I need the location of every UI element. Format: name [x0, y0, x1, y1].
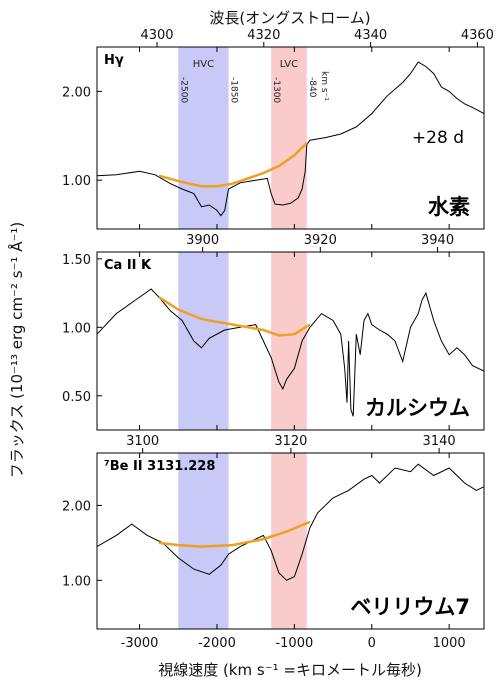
- element-name: ベリリウム7: [350, 595, 470, 619]
- hvc-band: [178, 252, 229, 430]
- y-tick-label: 2.00: [62, 499, 91, 514]
- y-axis-title: フラックス (10⁻¹³ erg cm⁻² s⁻¹ Å⁻¹): [7, 222, 26, 479]
- epoch-label: +28 d: [412, 128, 464, 148]
- x-tick-label: -1000: [275, 636, 313, 651]
- x-tick-label: 0: [368, 636, 376, 651]
- spectrum-line: [97, 61, 484, 217]
- x-tick-label: -3000: [121, 636, 159, 651]
- y-tick-label: 1.00: [62, 574, 91, 589]
- continuum-line: [158, 520, 311, 548]
- panel-frame: [96, 251, 485, 431]
- top-tick-label: 4320: [247, 28, 280, 43]
- continuum-line: [158, 296, 311, 337]
- element-name: 水素: [428, 195, 470, 219]
- panel-2: 3900 3920 3940 0.50 1.00 1.50 Ca II K カルシウム: [62, 233, 485, 431]
- velocity-mark-label: -1300: [271, 77, 281, 103]
- y-tick-label: 2.00: [62, 85, 91, 100]
- panel-frame: [96, 46, 485, 230]
- top-axis-title: 波長(オングストローム): [209, 9, 370, 27]
- hvc-band: [178, 453, 229, 629]
- top-tick-label: 3940: [421, 233, 454, 248]
- y-tick-label: 0.50: [62, 390, 91, 405]
- continuum-line: [158, 142, 308, 188]
- top-tick-label: 4340: [354, 28, 387, 43]
- y-tick-label: 1.00: [62, 174, 91, 189]
- line-label: Hγ: [104, 53, 124, 68]
- y-tick-label: 1.00: [62, 321, 91, 336]
- line-label: ⁷Be II 3131.228: [104, 459, 215, 474]
- top-tick-label: 3920: [304, 233, 337, 248]
- lvc-band: [271, 453, 307, 629]
- x-tick-label: 1000: [433, 636, 466, 651]
- hvc-band: [178, 47, 229, 229]
- y-tick-label: 1.50: [62, 253, 91, 268]
- hvc-label: HVC: [193, 59, 214, 70]
- velocity-mark-label: -1850: [229, 77, 239, 103]
- velocity-mark-label: -2500: [178, 77, 188, 103]
- spectrum-line: [97, 288, 484, 417]
- top-tick-label: 4360: [461, 28, 494, 43]
- panel-3: -3000 -2000 -1000 0 1000 3100 3120 3140 1.00 2.00…: [62, 434, 485, 651]
- velocity-mark-label: -840: [307, 77, 317, 98]
- spectrum-line: [97, 463, 484, 581]
- lvc-label: LVC: [280, 59, 298, 70]
- element-name: カルシウム: [365, 396, 470, 420]
- lvc-band: [271, 47, 307, 229]
- top-tick-label: 3120: [274, 434, 307, 449]
- x-tick-label: -2000: [198, 636, 236, 651]
- panel-1: 4300 4320 4340 4360 1.00 2.00 Hγ 水素 HVC LVC -2500 -…: [62, 28, 494, 230]
- top-tick-label: 3900: [186, 233, 219, 248]
- top-tick-label: 4300: [140, 28, 173, 43]
- velocity-unit-label: km s⁻¹: [319, 71, 329, 101]
- top-tick-label: 3100: [126, 434, 159, 449]
- lvc-band: [271, 252, 307, 430]
- line-label: Ca II K: [104, 258, 152, 273]
- top-tick-label: 3140: [423, 434, 456, 449]
- x-axis-title: 視線速度 (km s⁻¹ =キロメートル毎秒): [158, 661, 422, 679]
